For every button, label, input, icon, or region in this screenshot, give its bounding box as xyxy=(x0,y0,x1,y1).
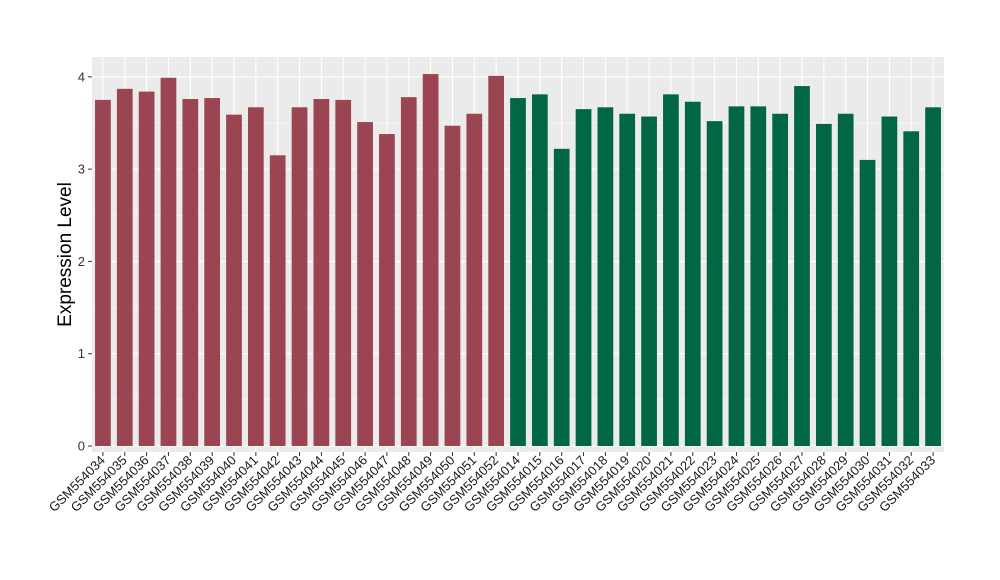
y-axis-title: Expression Level xyxy=(55,182,76,327)
bar xyxy=(182,98,199,446)
bar xyxy=(772,113,789,446)
bar xyxy=(313,98,330,446)
bar xyxy=(859,159,876,446)
bar xyxy=(706,121,723,447)
y-tick-label: 1 xyxy=(78,346,85,361)
bar xyxy=(247,107,264,446)
bar xyxy=(663,94,679,447)
bar xyxy=(204,98,221,446)
bar xyxy=(619,113,636,446)
y-axis: 0 1 2 3 4 xyxy=(78,69,92,454)
bar xyxy=(138,91,155,446)
bar xyxy=(116,88,133,446)
bar xyxy=(510,98,526,446)
bar xyxy=(903,131,920,446)
bar xyxy=(794,86,810,446)
bar xyxy=(466,113,483,446)
bar xyxy=(750,106,767,446)
bar xyxy=(488,75,505,447)
bar xyxy=(444,125,461,447)
bar xyxy=(575,109,592,446)
y-tick-label: 0 xyxy=(78,439,85,454)
bar xyxy=(925,107,941,446)
bar xyxy=(291,107,308,446)
bar xyxy=(226,114,242,446)
bar xyxy=(335,99,352,447)
bar xyxy=(815,123,832,447)
y-tick-label: 2 xyxy=(78,254,85,269)
bar xyxy=(422,74,439,446)
bar xyxy=(357,122,373,446)
bar xyxy=(684,101,701,446)
bar xyxy=(95,99,111,447)
bar xyxy=(400,97,417,447)
bar xyxy=(881,116,898,446)
bar xyxy=(379,134,395,446)
y-tick-label: 4 xyxy=(78,69,85,84)
y-tick-label: 3 xyxy=(78,162,85,177)
x-axis: GSM554034GSM554035GSM554036GSM554037GSM5… xyxy=(46,452,938,515)
bar xyxy=(553,148,570,446)
bar xyxy=(531,94,548,447)
bar xyxy=(269,155,286,446)
bars xyxy=(95,74,941,447)
bar xyxy=(160,77,177,446)
bar xyxy=(641,116,657,446)
bar xyxy=(597,107,614,446)
bar xyxy=(837,113,854,446)
bar xyxy=(728,106,745,446)
